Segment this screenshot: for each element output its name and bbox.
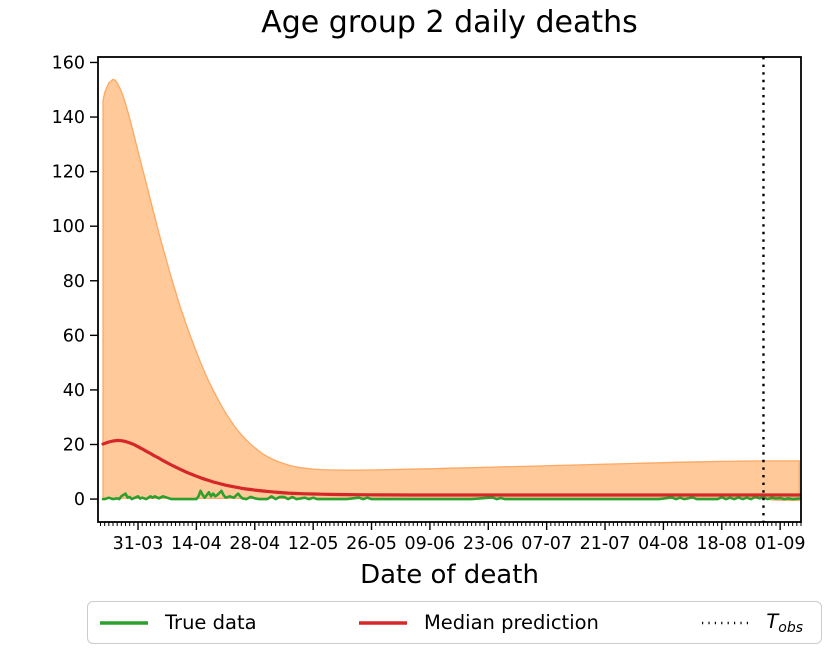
legend-item-median-prediction: Median prediction [358, 611, 599, 634]
x-tick-label: 31-03 [113, 534, 164, 554]
axes-frame [97, 56, 802, 523]
x-tick-label: 01-09 [755, 534, 806, 554]
y-tick-label: 40 [63, 381, 85, 401]
x-tick-label: 09-06 [404, 534, 455, 554]
legend-item-true-data: True data [99, 611, 257, 634]
x-tick-label: 28-04 [229, 534, 280, 554]
y-tick-label: 80 [63, 272, 85, 292]
y-tick-label: 100 [52, 217, 85, 237]
x-tick-label: 18-08 [696, 534, 747, 554]
x-tick-label: 07-07 [521, 534, 572, 554]
x-tick-label: 12-05 [288, 534, 339, 554]
median-prediction-line-icon [358, 620, 407, 625]
y-tick-label: 60 [63, 326, 85, 346]
x-tick-label: 14-04 [171, 534, 222, 554]
chart-title: Age group 2 daily deaths [261, 5, 638, 40]
true-data-line [101, 489, 801, 501]
y-tick-label: 120 [52, 163, 85, 183]
x-tick-label: 21-07 [580, 534, 631, 554]
legend-label-true-data: True data [165, 611, 257, 634]
x-tick-label: 23-06 [463, 534, 514, 554]
legend-label-median-prediction: Median prediction [423, 611, 599, 634]
legend: True data Median prediction Tobs [87, 601, 822, 644]
y-tick-label: 20 [63, 436, 85, 456]
y-tick-label: 160 [52, 53, 85, 73]
x-tick-label: 26-05 [346, 534, 397, 554]
legend-item-tobs: Tobs [700, 610, 803, 636]
tobs-dotted-line-icon [702, 621, 750, 624]
true-data-line-icon [100, 620, 148, 625]
y-tick-label: 0 [74, 490, 85, 510]
legend-label-tobs: Tobs [766, 609, 803, 636]
y-tick-label: 140 [52, 108, 85, 128]
confidence-band [102, 78, 800, 501]
median-prediction-line [101, 438, 801, 497]
x-axis-label: Date of death [360, 560, 539, 590]
x-tick-label: 04-08 [638, 534, 689, 554]
